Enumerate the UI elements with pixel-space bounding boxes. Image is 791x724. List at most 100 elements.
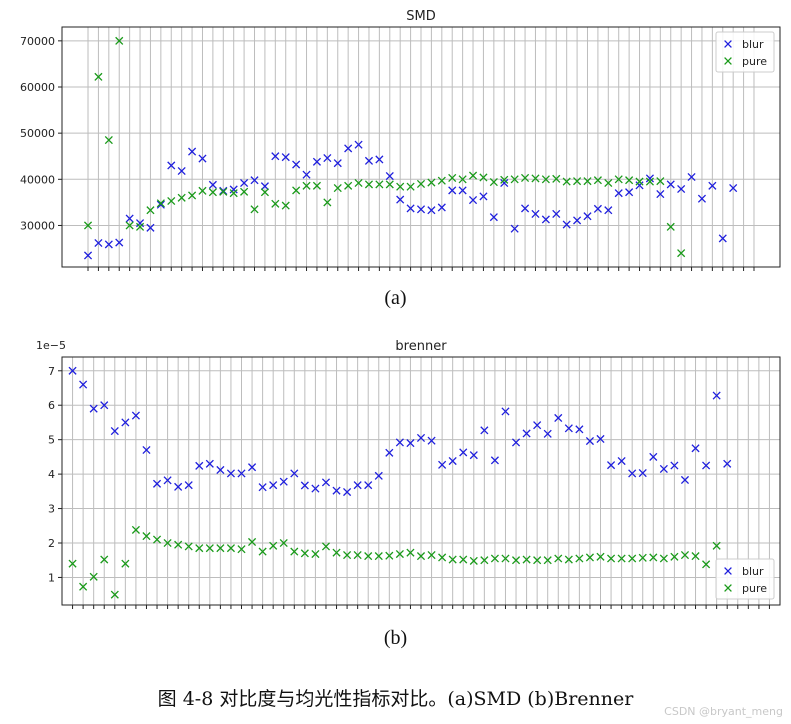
data-point-blur: [344, 144, 353, 153]
data-point-pure: [269, 541, 278, 550]
y-offset-label: 1e−5: [36, 339, 66, 352]
data-point-pure: [531, 174, 540, 183]
data-point-blur: [510, 224, 519, 233]
data-point-pure: [635, 177, 644, 186]
data-point-blur: [323, 154, 332, 163]
data-point-blur: [593, 204, 602, 213]
data-point-blur: [490, 456, 499, 465]
data-point-pure: [469, 556, 478, 565]
data-point-pure: [691, 552, 700, 561]
data-point-blur: [437, 203, 446, 212]
data-point-pure: [79, 582, 88, 591]
data-point-pure: [677, 249, 686, 258]
data-point-blur: [121, 418, 130, 427]
data-point-blur: [438, 460, 447, 469]
data-point-pure: [656, 177, 665, 186]
data-point-pure: [247, 537, 257, 547]
data-point-blur: [260, 182, 269, 191]
data-point-blur: [332, 486, 341, 495]
watermark: CSDN @bryant_meng: [664, 705, 783, 718]
data-point-pure: [300, 549, 309, 558]
data-point-blur: [94, 238, 103, 248]
data-point-pure: [385, 551, 394, 560]
data-point-blur: [152, 479, 162, 488]
data-point-blur: [281, 153, 290, 162]
data-point-pure: [659, 554, 668, 563]
data-point-blur: [489, 213, 498, 222]
data-point-pure: [344, 181, 353, 190]
data-point-pure: [332, 548, 341, 557]
data-point-pure: [385, 180, 394, 189]
data-point-blur: [638, 469, 647, 478]
data-point-blur: [501, 407, 510, 416]
data-point-blur: [374, 471, 383, 480]
figure-caption: 图 4-8 对比度与均光性指标对比。(a)SMD (b)Brenner: [157, 688, 634, 710]
data-point-blur: [163, 476, 172, 485]
data-point-blur: [321, 478, 331, 487]
chart-title: SMD: [406, 9, 435, 24]
data-point-pure: [302, 181, 311, 190]
data-point-pure: [520, 173, 530, 182]
data-point-pure: [427, 550, 436, 560]
data-point-blur: [333, 159, 342, 168]
data-point-blur: [416, 433, 426, 443]
data-point-blur: [522, 429, 531, 438]
data-point-pure: [104, 136, 113, 145]
data-point-pure: [146, 206, 155, 215]
data-point-pure: [500, 175, 509, 184]
data-point-pure: [406, 548, 415, 557]
data-point-blur: [552, 209, 561, 218]
data-point-blur: [89, 404, 98, 413]
data-point-pure: [353, 550, 362, 560]
data-point-pure: [459, 555, 468, 564]
data-point-pure: [131, 525, 140, 534]
data-point-blur: [511, 438, 521, 447]
data-point-pure: [438, 553, 447, 562]
data-point-pure: [448, 555, 457, 564]
y-tick-label: 3: [48, 503, 55, 516]
data-point-pure: [311, 549, 320, 559]
data-point-pure: [89, 572, 98, 581]
legend-marker-pure: [724, 57, 732, 65]
data-point-pure: [258, 547, 267, 556]
data-point-blur: [480, 426, 489, 435]
data-point-pure: [395, 549, 404, 559]
data-point-blur: [659, 464, 668, 474]
legend-label-pure: pure: [742, 55, 767, 68]
y-tick-label: 4: [48, 468, 55, 481]
data-point-pure: [480, 556, 489, 565]
data-point-blur: [697, 194, 707, 203]
data-point-blur: [406, 439, 415, 448]
data-point-pure: [416, 552, 426, 561]
data-point-blur: [645, 174, 654, 183]
data-point-pure: [666, 222, 675, 231]
data-point-blur: [427, 436, 436, 445]
data-point-pure: [680, 550, 690, 560]
data-point-blur: [396, 195, 405, 204]
data-point-pure: [437, 176, 446, 185]
data-point-blur: [302, 170, 311, 179]
data-point-blur: [167, 161, 176, 170]
data-point-blur: [219, 186, 228, 195]
data-point-blur: [343, 487, 352, 497]
data-point-blur: [269, 481, 278, 490]
data-point-pure: [115, 36, 124, 45]
data-point-pure: [564, 555, 573, 564]
data-point-blur: [364, 481, 373, 490]
data-point-blur: [240, 178, 249, 188]
legend: blur pure: [715, 558, 775, 600]
data-point-pure: [511, 556, 521, 565]
legend-marker-pure: [724, 584, 732, 592]
data-point-pure: [562, 177, 571, 186]
y-tick-label: 30000: [20, 219, 55, 232]
data-point-pure: [205, 544, 214, 553]
data-point-pure: [625, 176, 634, 185]
data-point-blur: [666, 180, 675, 189]
data-point-blur: [375, 155, 384, 164]
data-point-pure: [281, 201, 290, 210]
data-point-blur: [448, 456, 457, 466]
data-point-pure: [489, 178, 498, 187]
data-point-pure: [219, 187, 228, 196]
data-point-blur: [617, 456, 626, 466]
data-point-blur: [649, 452, 658, 461]
